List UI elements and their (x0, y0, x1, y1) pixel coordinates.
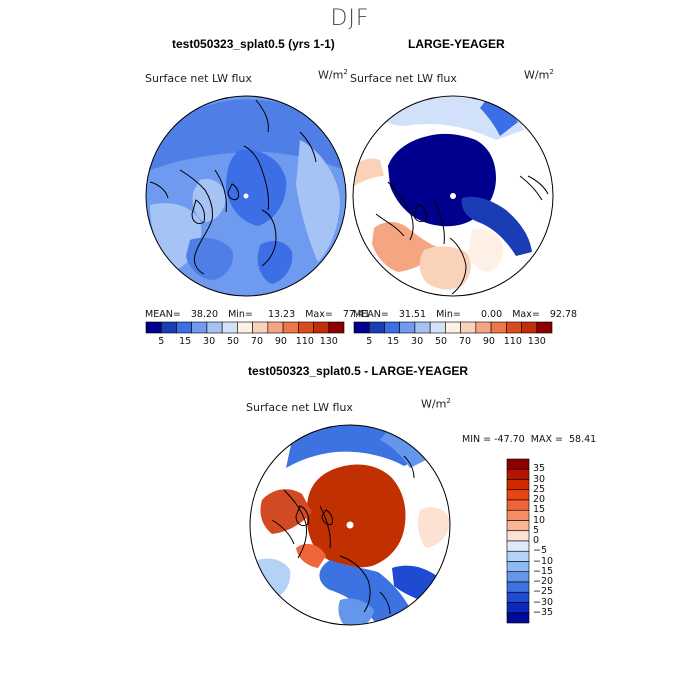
colorbar-panel1 (145, 321, 345, 334)
colorbar-panel1-swatch (298, 321, 314, 334)
colorbar-panel2 (353, 321, 553, 334)
map3-coastlines (271, 455, 415, 615)
colorbar-difference-swatch (506, 458, 530, 470)
colorbar-difference-swatch (506, 561, 530, 573)
colorbar-difference-tick-label: −35 (533, 606, 554, 618)
colorbar-panel2-swatch (521, 321, 538, 334)
panel3-variable: Surface net LW flux (246, 401, 353, 414)
colorbar-difference-tick-label: −10 (533, 555, 554, 567)
colorbar-panel1-swatch (328, 321, 345, 334)
colorbar-panel2-swatch (445, 321, 461, 334)
colorbar-panel1-swatch (145, 321, 162, 334)
colorbar-panel2-swatch (414, 321, 431, 334)
colorbar-panel1-swatch (206, 321, 223, 334)
colorbar-panel1-tick-label: 90 (274, 336, 287, 347)
colorbar-panel2-swatch (384, 321, 400, 334)
panel3-stats: MIN = -47.70 MAX = 58.41 (462, 434, 597, 445)
colorbar-difference-tick-label: 0 (533, 535, 540, 546)
colorbar-panel1-tick-label: 70 (250, 336, 263, 347)
colorbar-panel2-tick-label: 90 (482, 336, 495, 347)
colorbar-difference-swatch (506, 591, 530, 603)
panel1-variable: Surface net LW flux (145, 72, 252, 85)
colorbar-difference-tick-label: −15 (533, 565, 554, 577)
colorbar-difference-swatch (506, 479, 530, 491)
colorbar-panel1-swatch (176, 321, 192, 334)
colorbar-panel1-tick-label: 50 (226, 336, 240, 347)
colorbar-panel1-tick-label: 130 (319, 336, 338, 347)
panel3-units: W/m2 (421, 397, 451, 411)
colorbar-difference-swatch (506, 530, 530, 542)
colorbar-difference-tick-label: 10 (533, 514, 546, 526)
colorbar-panel1-swatch (237, 321, 253, 334)
map1-coastlines (149, 99, 317, 275)
colorbar-panel1-swatch (191, 321, 208, 334)
colorbar-panel1-tick-label: 30 (203, 336, 216, 347)
colorbar-panel1-swatch (252, 321, 269, 334)
map2-coastlines (375, 175, 549, 295)
map3 (250, 425, 450, 625)
colorbar-panel2-swatch (368, 321, 385, 334)
colorbar-panel1-tick-label: 110 (295, 336, 314, 347)
colorbar-difference-swatch (506, 499, 530, 511)
colorbar-difference-tick-label: 35 (533, 463, 546, 475)
panel2-title: LARGE-YEAGER (408, 37, 505, 51)
colorbar-panel2-swatch (460, 321, 477, 334)
colorbar-panel2-swatch (506, 321, 522, 334)
colorbar-difference-swatch (506, 489, 530, 501)
colorbar-panel2-tick-label: 110 (503, 336, 522, 347)
colorbar-panel2-tick-label: 5 (366, 336, 373, 347)
colorbar-panel1-tick-label: 15 (179, 336, 192, 347)
colorbar-difference-tick-label: −25 (533, 586, 554, 598)
colorbar-difference-tick-label: −5 (533, 545, 548, 557)
colorbar-panel2-swatch (353, 321, 370, 334)
colorbar-panel2-tick-label: 15 (387, 336, 400, 347)
colorbar-difference-tick-label: 20 (533, 494, 546, 505)
colorbar-panel2-tick-label: 130 (527, 336, 546, 347)
colorbar-panel1-swatch (160, 321, 177, 334)
colorbar-panel1-swatch (313, 321, 330, 334)
colorbar-panel2-tick-label: 70 (458, 336, 471, 347)
colorbar-difference-swatch (506, 581, 530, 593)
colorbar-difference-tick-label: 25 (533, 483, 546, 495)
panel2-variable: Surface net LW flux (350, 72, 457, 85)
colorbar-difference-swatch (506, 612, 530, 624)
colorbar-difference (506, 458, 530, 624)
panel1-units: W/m2 (318, 68, 348, 82)
colorbar-difference-swatch (506, 602, 530, 614)
panel1-title: test050323_splat0.5 (yrs 1-1) (172, 37, 335, 51)
colorbar-difference-tick-label: −20 (533, 576, 554, 587)
colorbar-panel1-tick-label: 5 (158, 336, 165, 347)
colorbar-panel2-swatch (536, 321, 553, 334)
colorbar-difference-swatch (506, 571, 530, 583)
colorbar-difference-swatch (506, 468, 530, 480)
colorbar-panel1-swatch (282, 321, 299, 334)
panel2-stats: MEAN= 31.51 Min= 0.00 Max= 92.78 (353, 309, 578, 320)
colorbar-difference-swatch (506, 550, 530, 562)
colorbar-panel2-tick-label: 50 (434, 336, 448, 347)
colorbar-panel2-swatch (429, 321, 446, 334)
colorbar-difference-tick-label: −30 (533, 596, 554, 608)
colorbar-difference-tick-label: 15 (533, 504, 546, 516)
figure-title: DJF (330, 6, 370, 31)
colorbar-panel2-swatch (399, 321, 416, 334)
colorbar-difference-swatch (506, 520, 530, 532)
colorbar-panel2-tick-label: 30 (411, 336, 424, 347)
panel2-units: W/m2 (524, 68, 554, 82)
colorbar-panel2-swatch (490, 321, 507, 334)
panel3-title: test050323_splat0.5 - LARGE-YEAGER (248, 364, 469, 378)
panel1-stats: MEAN= 38.20 Min= 13.23 Max= 77.41 (145, 309, 371, 320)
colorbar-panel1-swatch (221, 321, 238, 334)
colorbar-difference-swatch (506, 540, 530, 552)
colorbar-difference-tick-label: 5 (533, 524, 540, 536)
colorbar-difference-tick-label: 30 (533, 473, 546, 485)
colorbar-difference-swatch (506, 509, 530, 521)
colorbar-panel2-swatch (475, 321, 492, 334)
colorbar-panel1-swatch (267, 321, 284, 334)
